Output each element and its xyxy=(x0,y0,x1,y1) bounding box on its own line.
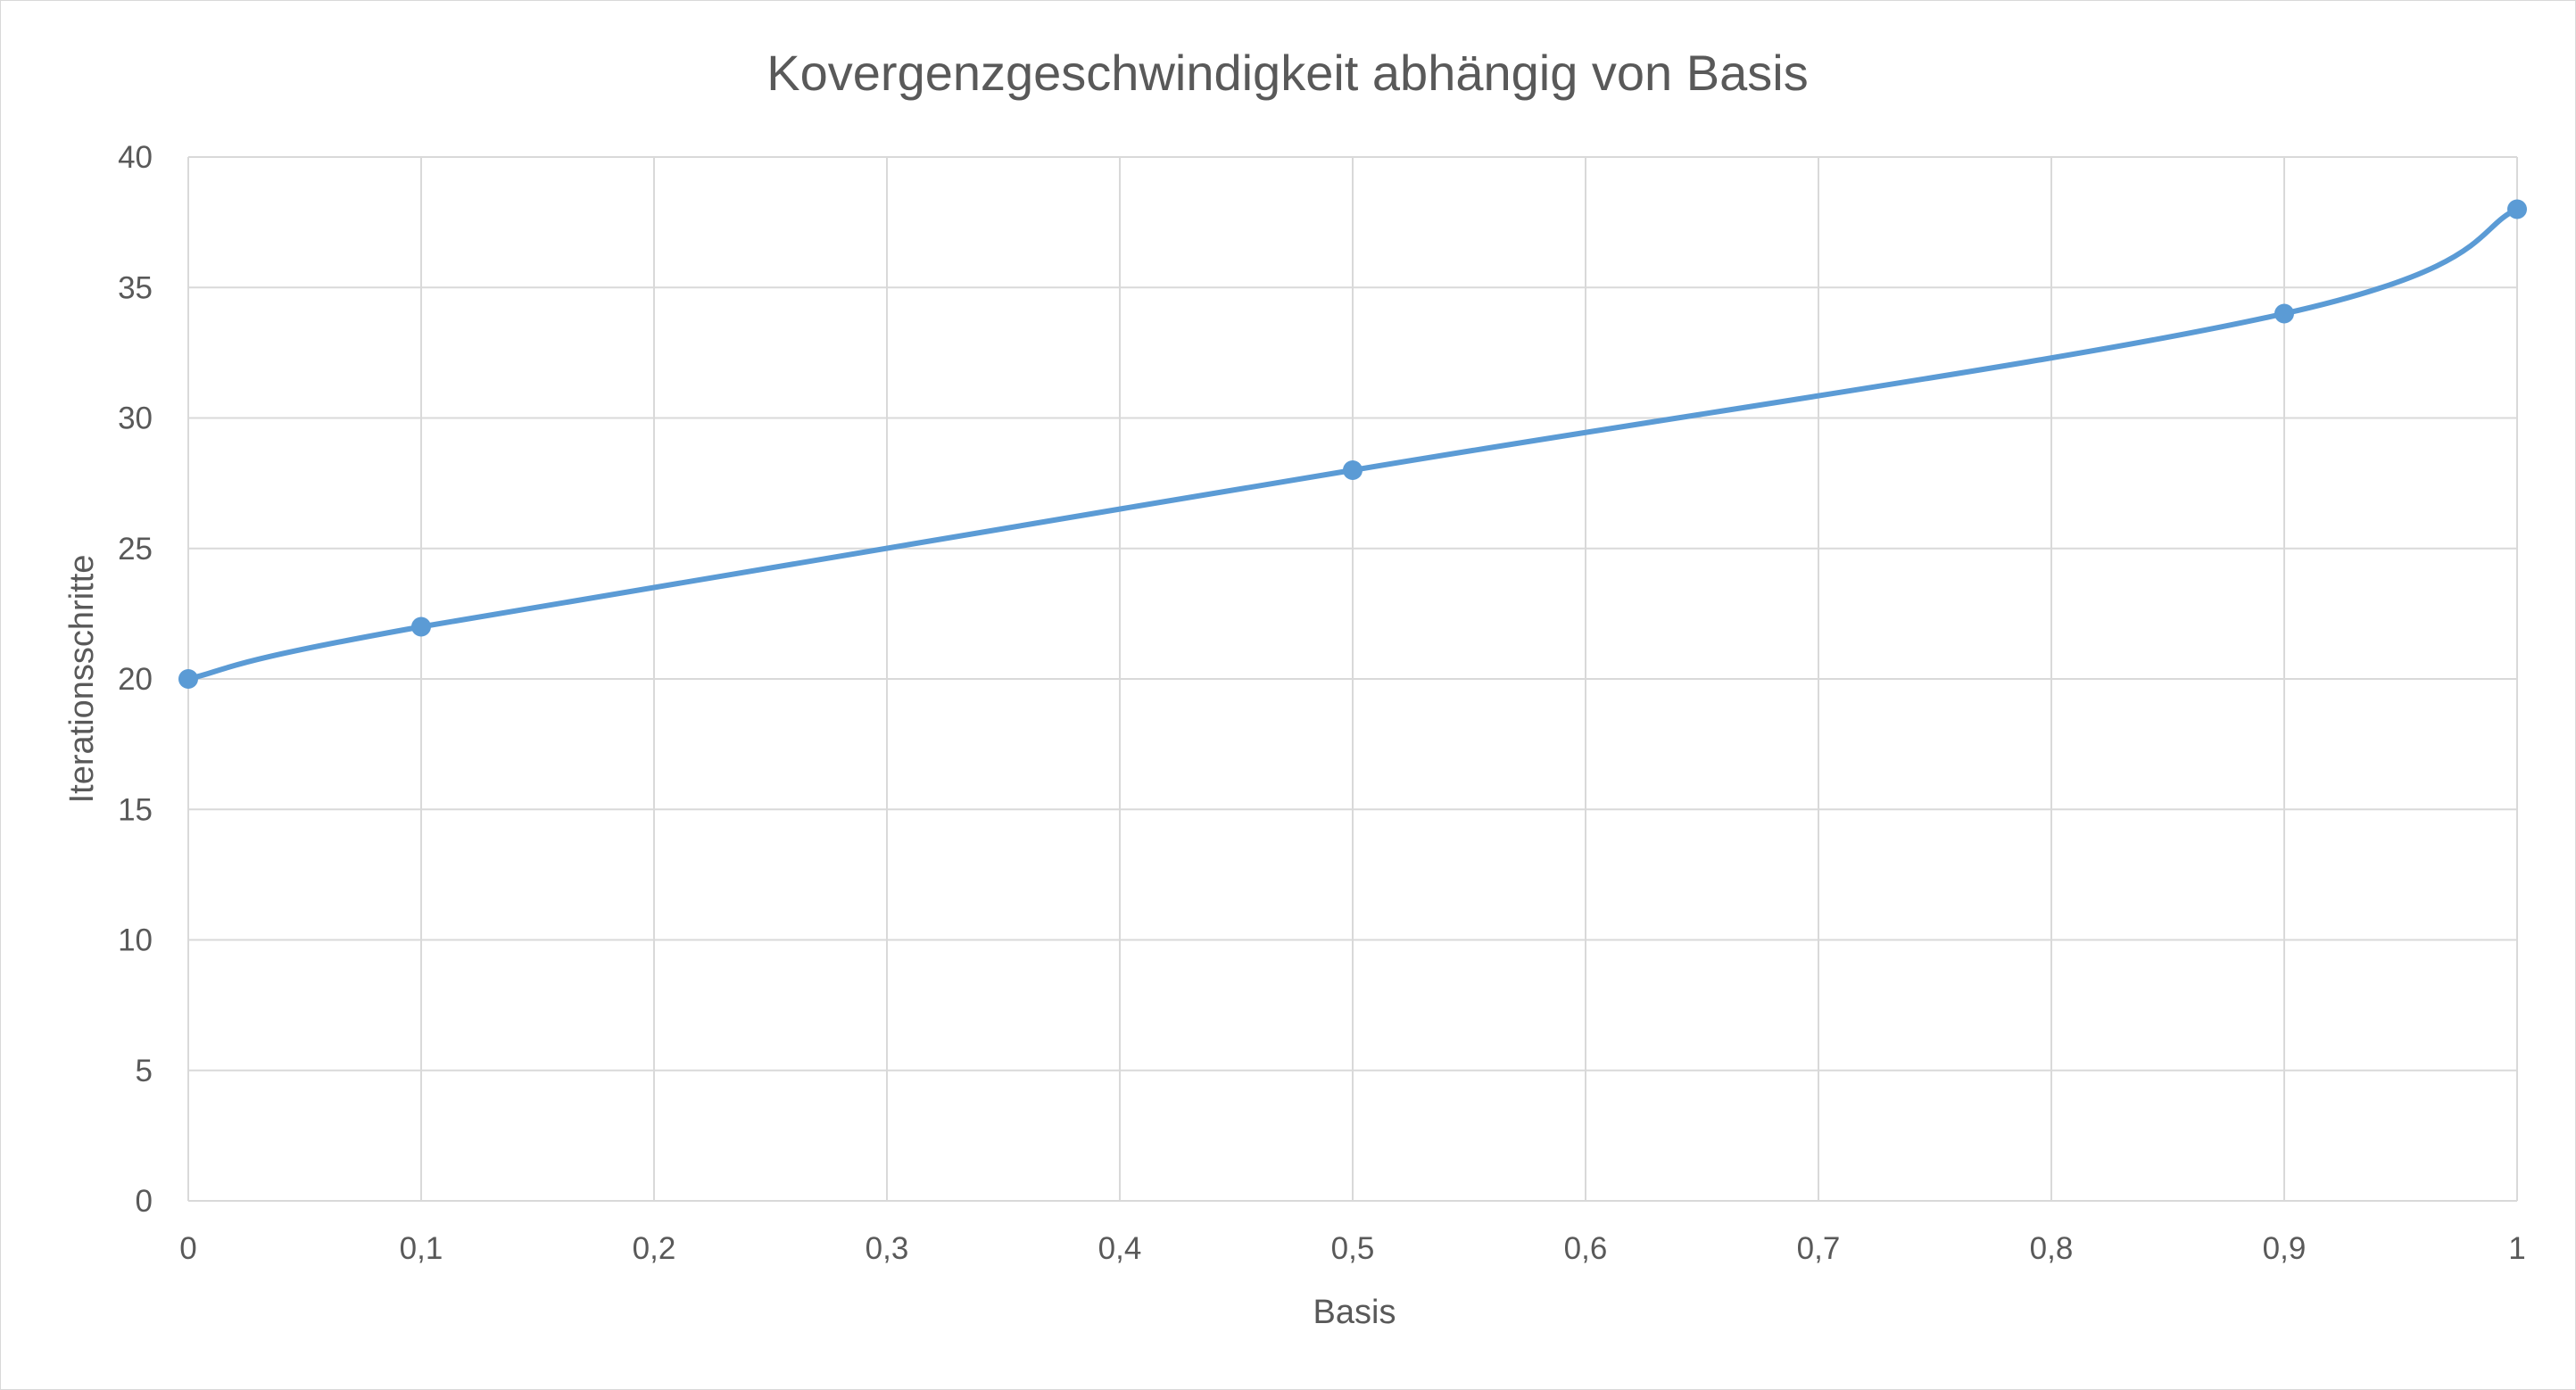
y-tick-label: 5 xyxy=(136,1054,153,1088)
gridlines xyxy=(187,156,2518,1202)
series-layer xyxy=(178,199,2527,689)
y-tick-label: 40 xyxy=(118,140,153,175)
x-tick-label: 0 xyxy=(179,1231,196,1266)
data-point xyxy=(411,616,431,637)
x-tick-label: 0,5 xyxy=(1331,1231,1375,1266)
x-tick-label: 0,1 xyxy=(400,1231,443,1266)
x-tick-label: 0,8 xyxy=(2030,1231,2074,1266)
y-tick-label: 35 xyxy=(118,270,153,305)
x-tick-label: 0,7 xyxy=(1797,1231,1841,1266)
data-point xyxy=(2274,303,2294,324)
x-tick-label: 0,3 xyxy=(866,1231,909,1266)
data-point xyxy=(2507,199,2527,219)
y-tick-label: 20 xyxy=(118,662,153,697)
x-axis-ticks: 0 0,1 0,2 0,3 0,4 0,5 0,6 0,7 0,8 0,9 1 xyxy=(179,1231,2525,1266)
y-axis-ticks: 0 5 10 15 20 25 30 35 40 xyxy=(118,140,153,1219)
chart-title: Kovergenzgeschwindigkeit abhängig von Ba… xyxy=(766,45,1808,101)
y-tick-label: 15 xyxy=(118,792,153,827)
y-axis-title: Iterationsschritte xyxy=(63,555,101,804)
x-axis-title: Basis xyxy=(1313,1294,1396,1331)
x-tick-label: 0,9 xyxy=(2263,1231,2307,1266)
y-tick-label: 30 xyxy=(118,401,153,436)
x-tick-label: 0,6 xyxy=(1564,1231,1608,1266)
y-tick-label: 25 xyxy=(118,532,153,567)
data-point xyxy=(1343,460,1363,480)
x-tick-label: 0,2 xyxy=(633,1231,676,1266)
data-point xyxy=(178,669,198,689)
x-tick-label: 0,4 xyxy=(1098,1231,1142,1266)
y-tick-label: 10 xyxy=(118,923,153,958)
x-tick-label: 1 xyxy=(2508,1231,2525,1266)
y-tick-label: 0 xyxy=(136,1184,153,1219)
